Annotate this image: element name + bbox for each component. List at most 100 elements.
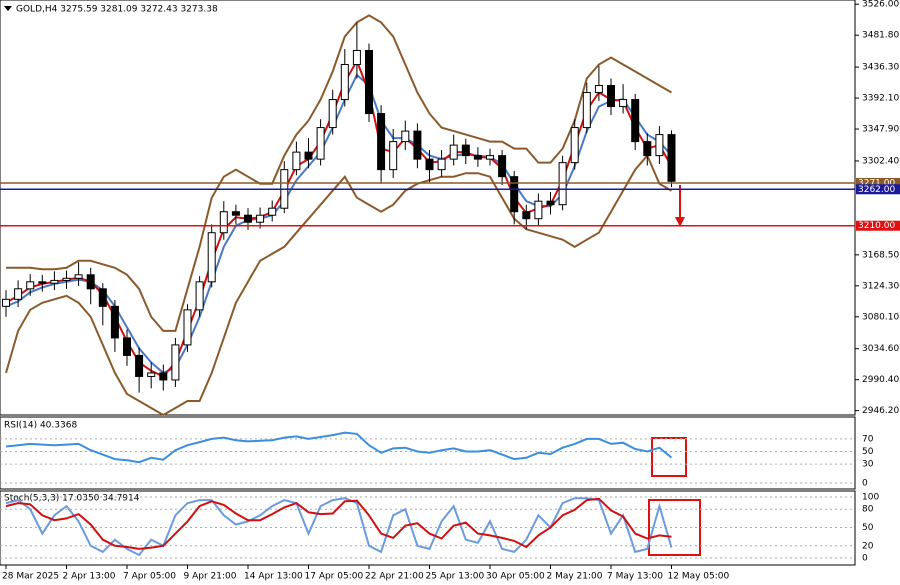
y-tick-label: 100 <box>862 493 879 503</box>
candle-body <box>619 99 628 108</box>
candle-body <box>86 274 95 290</box>
y-tick-label: 3124.30 <box>862 281 899 291</box>
y-tick-label: 0 <box>862 479 868 489</box>
indicator-line <box>5 153 673 417</box>
y-tick-label: 50 <box>862 447 874 457</box>
symbol-arrow <box>4 6 12 11</box>
rsi-title: RSI(14) 40.3368 <box>4 421 77 431</box>
y-tick-label: 80 <box>862 505 874 515</box>
x-tick-label: 14 Apr 13:00 <box>244 572 303 582</box>
candle-body <box>110 305 119 339</box>
candle-body <box>2 298 10 307</box>
candle-body <box>607 85 615 108</box>
main-frame <box>0 0 856 416</box>
indicator-line <box>5 497 673 557</box>
candle-body <box>534 200 543 220</box>
candle-body <box>582 92 591 129</box>
indicator-line <box>6 14 673 332</box>
candle-body <box>123 337 131 356</box>
annotation-box <box>651 437 687 477</box>
candle-body <box>389 141 398 171</box>
candle-body <box>643 141 652 157</box>
stoch-frame <box>0 490 856 566</box>
y-tick-label: 0 <box>862 554 868 564</box>
candle-body <box>38 281 47 284</box>
indicator-line <box>5 58 673 378</box>
x-tick-label: 28 Mar 2025 <box>2 572 59 582</box>
candle-body <box>316 127 325 160</box>
price-tag <box>856 220 900 231</box>
candle-body <box>244 214 252 223</box>
candle-body <box>522 211 531 220</box>
candle-body <box>26 281 35 290</box>
y-tick-label: 3034.60 <box>862 344 899 354</box>
y-tick-label: 3347.90 <box>862 125 899 135</box>
candle-body <box>340 63 349 101</box>
candle-body <box>207 232 216 283</box>
rsi-frame <box>0 416 856 490</box>
x-tick-label: 30 Apr 05:00 <box>486 572 545 582</box>
candle-body <box>473 155 482 160</box>
candle-body <box>352 49 361 65</box>
x-tick-label: 22 Apr 21:00 <box>365 572 424 582</box>
candle-body <box>594 85 603 94</box>
candle-body <box>171 344 180 381</box>
candle-body <box>546 200 555 206</box>
candle-body <box>219 211 228 234</box>
candle-body <box>195 281 204 311</box>
x-tick-label: 12 May 05:00 <box>668 572 730 582</box>
y-tick-label: 3392.10 <box>862 94 899 104</box>
x-tick-label: 17 Apr 05:00 <box>305 572 364 582</box>
annotation-arrowhead <box>675 217 685 227</box>
candle-body <box>655 134 664 157</box>
x-tick-label: 25 Apr 13:00 <box>426 572 485 582</box>
main-title: GOLD,H4 3275.59 3281.09 3272.43 3273.38 <box>16 5 218 15</box>
candle-body <box>328 99 337 129</box>
y-tick-label: 30 <box>862 460 874 470</box>
y-tick-label: 3436.30 <box>862 63 899 73</box>
candle-body <box>365 49 373 115</box>
y-tick-label: 3481.80 <box>862 31 899 41</box>
candle-body <box>256 214 265 223</box>
candle-body <box>401 130 410 143</box>
price-tag-label: 3262.00 <box>858 185 895 195</box>
candle-body <box>231 211 240 216</box>
stoch-title: Stoch(5,3,3) 17.0350 34.7914 <box>4 494 140 504</box>
candle-body <box>486 155 494 160</box>
y-tick-label: 3302.40 <box>862 156 899 166</box>
indicator-line <box>5 497 672 550</box>
x-tick-label: 7 May 13:00 <box>607 572 663 582</box>
x-tick-label: 2 May 21:00 <box>547 572 603 582</box>
candle-body <box>425 158 434 171</box>
price-tag <box>856 177 900 188</box>
candle-body <box>498 155 507 178</box>
candle-body <box>135 354 144 377</box>
y-tick-label: 2990.40 <box>862 375 899 385</box>
candle-body <box>413 130 422 160</box>
y-tick-label: 20 <box>862 541 874 551</box>
y-tick-label: 3168.50 <box>862 250 899 260</box>
candle-body <box>667 134 676 182</box>
candle-body <box>74 274 83 279</box>
y-tick-label: 3080.10 <box>862 312 899 322</box>
candle-body <box>631 99 640 143</box>
x-tick-label: 2 Apr 13:00 <box>63 572 116 582</box>
candle-body <box>510 176 519 213</box>
candle-body <box>437 158 446 171</box>
candle-body <box>159 372 168 381</box>
x-tick-label: 9 Apr 21:00 <box>184 572 237 582</box>
price-tag-label: 3271.00 <box>858 178 895 188</box>
candle-body <box>461 144 470 157</box>
candle-body <box>304 151 313 160</box>
y-tick-label: 70 <box>862 434 874 444</box>
candle-body <box>98 288 107 307</box>
price-tag <box>856 184 900 195</box>
candle-body <box>268 207 277 216</box>
indicator-line <box>5 431 673 464</box>
y-tick-label: 3526.00 <box>862 0 899 10</box>
x-tick-label: 7 Apr 05:00 <box>123 572 176 582</box>
price-tag-label: 3210.00 <box>858 221 895 231</box>
candle-body <box>50 279 59 284</box>
